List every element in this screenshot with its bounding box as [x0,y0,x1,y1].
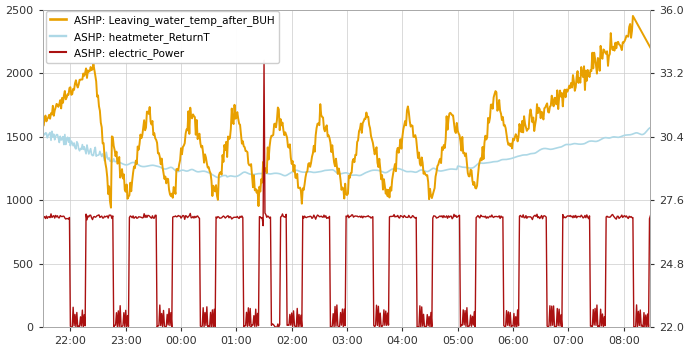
ASHP: heatmeter_ReturnT: (390, 1.24e+03): heatmeter_ReturnT: (390, 1.24e+03) [398,168,406,172]
ASHP: electric_Power: (260, 892): electric_Power: (260, 892) [278,212,286,216]
ASHP: Leaving_water_temp_after_BUH: (85, 1.2e+03): Leaving_water_temp_after_BUH: (85, 1.2e+… [117,172,125,177]
ASHP: electric_Power: (144, 877): electric_Power: (144, 877) [171,214,179,218]
ASHP: heatmeter_ReturnT: (190, 1.18e+03): heatmeter_ReturnT: (190, 1.18e+03) [214,175,222,180]
ASHP: heatmeter_ReturnT: (162, 1.24e+03): heatmeter_ReturnT: (162, 1.24e+03) [188,168,196,172]
ASHP: heatmeter_ReturnT: (84, 1.3e+03): heatmeter_ReturnT: (84, 1.3e+03) [116,161,124,165]
ASHP: electric_Power: (162, 863): electric_Power: (162, 863) [188,215,196,220]
ASHP: electric_Power: (17, 863): electric_Power: (17, 863) [55,216,63,220]
ASHP: Leaving_water_temp_after_BUH: (163, 1.68e+03): Leaving_water_temp_after_BUH: (163, 1.68… [189,112,197,117]
ASHP: heatmeter_ReturnT: (17, 1.49e+03): heatmeter_ReturnT: (17, 1.49e+03) [55,136,63,140]
ASHP: Leaving_water_temp_after_BUH: (17, 1.73e+03): Leaving_water_temp_after_BUH: (17, 1.73e… [55,105,63,109]
ASHP: Leaving_water_temp_after_BUH: (74, 942): Leaving_water_temp_after_BUH: (74, 942) [107,206,115,210]
Line: ASHP: Leaving_water_temp_after_BUH: ASHP: Leaving_water_temp_after_BUH [43,16,651,208]
ASHP: electric_Power: (240, 2.1e+03): electric_Power: (240, 2.1e+03) [260,58,268,63]
ASHP: heatmeter_ReturnT: (659, 1.57e+03): heatmeter_ReturnT: (659, 1.57e+03) [647,125,655,130]
ASHP: electric_Power: (84, 171): electric_Power: (84, 171) [116,303,124,308]
ASHP: heatmeter_ReturnT: (658, 1.57e+03): heatmeter_ReturnT: (658, 1.57e+03) [645,126,653,130]
ASHP: Leaving_water_temp_after_BUH: (260, 1.61e+03): Leaving_water_temp_after_BUH: (260, 1.61… [278,120,286,125]
ASHP: electric_Power: (390, 872): electric_Power: (390, 872) [398,214,406,219]
ASHP: electric_Power: (0, 874): electric_Power: (0, 874) [39,214,47,219]
ASHP: Leaving_water_temp_after_BUH: (390, 1.5e+03): Leaving_water_temp_after_BUH: (390, 1.5e… [398,135,406,139]
ASHP: Leaving_water_temp_after_BUH: (659, 2.2e+03): Leaving_water_temp_after_BUH: (659, 2.2e… [647,46,655,50]
Line: ASHP: heatmeter_ReturnT: ASHP: heatmeter_ReturnT [43,127,651,177]
ASHP: Leaving_water_temp_after_BUH: (640, 2.45e+03): Leaving_water_temp_after_BUH: (640, 2.45… [629,14,637,18]
ASHP: electric_Power: (406, 0.0511): electric_Power: (406, 0.0511) [413,325,422,329]
Line: ASHP: electric_Power: ASHP: electric_Power [43,61,651,327]
Legend: ASHP: Leaving_water_temp_after_BUH, ASHP: heatmeter_ReturnT, ASHP: electric_Powe: ASHP: Leaving_water_temp_after_BUH, ASHP… [46,11,279,63]
ASHP: Leaving_water_temp_after_BUH: (145, 1.24e+03): Leaving_water_temp_after_BUH: (145, 1.24… [172,167,181,171]
ASHP: heatmeter_ReturnT: (260, 1.2e+03): heatmeter_ReturnT: (260, 1.2e+03) [278,173,286,177]
ASHP: heatmeter_ReturnT: (0, 1.5e+03): heatmeter_ReturnT: (0, 1.5e+03) [39,134,47,138]
ASHP: Leaving_water_temp_after_BUH: (0, 1.59e+03): Leaving_water_temp_after_BUH: (0, 1.59e+… [39,122,47,127]
ASHP: electric_Power: (659, 879): electric_Power: (659, 879) [647,214,655,218]
